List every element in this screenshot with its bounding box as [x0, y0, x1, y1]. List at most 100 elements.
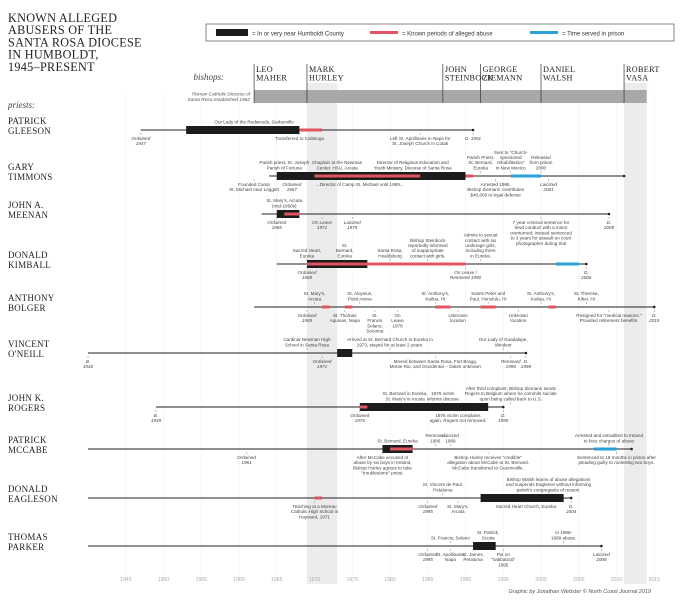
- note-below-1-10: Laicized 2001: [540, 182, 557, 192]
- abuse-bar-4-3: [480, 305, 496, 309]
- legend-swatch-1: [370, 31, 398, 34]
- note-above-5-0: Cardinal Newman High School in Santa Rosa: [283, 337, 331, 347]
- priest-row: VINCENT O'NEILL Cardinal Newman High School…: [8, 337, 531, 369]
- note-below-6-6: D. 1995: [498, 413, 509, 423]
- priest-name-1: GARY TIMMONS: [8, 162, 53, 182]
- humboldt-bar-8-0: [480, 494, 564, 502]
- note-above-1-1: Chaplain at the Newman Center, HSU, Arcat…: [312, 160, 363, 170]
- legend-label-2: = Time served in prison: [562, 32, 624, 38]
- x-tick-9: 1990: [460, 577, 472, 583]
- note-below-8-3: Ordained 1985: [418, 504, 437, 514]
- x-tick-6: 1975: [346, 577, 358, 583]
- note-below-2-5: D. 2009: [603, 220, 615, 230]
- note-below-0-1: Ordained 1947: [131, 136, 150, 146]
- priest-timelines: PATRICK GLEESON Our Lady of the Redwoods, …: [8, 116, 660, 567]
- abuse-bar-1-0: [314, 174, 421, 178]
- bishop-bar: [254, 90, 647, 103]
- bishop-name-0: LEO MAHER: [256, 65, 287, 83]
- note-below-2-4: 7 year criminal sentence for lewd conduct…: [510, 220, 572, 246]
- priest-name-4: ANTHONY BOLGER: [8, 293, 55, 313]
- lifeline-end-6: [501, 405, 505, 409]
- note-below-6-3: B. 1949: [151, 413, 162, 423]
- humboldt-bar-9-0: [473, 542, 496, 550]
- abuse-bar-8-0: [314, 496, 323, 500]
- x-tick-4: 1965: [271, 577, 283, 583]
- priest-name-7: PATRICK MCCABE: [8, 435, 48, 455]
- title-text: KNOWN ALLEGED ABUSERS OF THE SANTA ROSA DI…: [8, 11, 142, 74]
- note-below-9-5: St. James, Petaluma: [462, 552, 484, 562]
- note-below-7-4: Ordained 1961: [237, 455, 256, 465]
- note-above-1-3: Parish Priest, St. Bernard, Eureka: [467, 155, 494, 170]
- note-below-1-9: Arrested 1995. Bishop Ziemann contributes…: [467, 182, 525, 197]
- note-below-5-5: Removed 1996: [501, 359, 521, 369]
- abuse-bar-7-0: [390, 447, 413, 451]
- note-above-7-2: Laicized 1988: [442, 433, 459, 443]
- note-below-5-6: D. 1998: [521, 359, 532, 369]
- note-below-7-5: After McCabe accused of abuse by six boys…: [353, 455, 412, 476]
- note-below-3-7: D. 2006: [580, 270, 592, 280]
- note-above-3-4: Admits to sexual contact with six underage…: [464, 233, 498, 259]
- note-above-4-4: St. Anthony's, Kailua, HI: [527, 291, 555, 301]
- abuse-bar-2-0: [284, 212, 300, 216]
- bishop-timeline: bishops: priests: Roman Catholic Diocese o…: [7, 64, 659, 110]
- x-tick-13: 2010: [611, 577, 623, 583]
- note-below-3-6: On Leave / Removed 1990: [450, 270, 482, 280]
- prison-bar-7-0: [593, 447, 617, 451]
- note-below-4-11: Unknown location: [509, 313, 529, 323]
- bishop-name-3: GEORGE ZIEMANN: [483, 65, 523, 83]
- priest-row: JOHN A. MEENAN St. Mary's, Arcata (mid-1960…: [8, 198, 614, 246]
- x-tick-2: 1955: [195, 577, 207, 583]
- note-below-4-12: Resigned for "medical reasons." Provided …: [576, 313, 642, 323]
- note-above-3-0: Sacred Heart, Eureka: [293, 248, 321, 258]
- note-below-8-4: St. Mary's, Arcata: [447, 504, 469, 514]
- note-below-3-5: Ordained 1969: [297, 270, 316, 280]
- abuse-bar-4-0: [322, 305, 330, 309]
- note-below-2-1: Ordained 1965: [267, 220, 286, 230]
- x-axis: 1945 1950 1955 1960 1965 1970 1975 1980 1985 1990…: [120, 577, 660, 583]
- legend: = In or very near Humboldt County = Known…: [205, 23, 675, 42]
- diocese-note: Roman Catholic Diocese of Santa Rosa esta…: [187, 92, 250, 104]
- note-above-1-2: Director of Religious Education and Youth…: [374, 160, 452, 170]
- note-below-0-2: Transferred to Calistoga: [275, 136, 325, 141]
- priest-row: PATRICK GLEESON Our Lady of the Redwoods, …: [8, 116, 482, 146]
- x-tick-1: 1950: [158, 577, 170, 583]
- x-tick-5: 1970: [309, 577, 321, 583]
- note-below-9-4: St. Apollinaris, Napa: [436, 552, 465, 562]
- priest-name-8: DONALD EAGLESON: [8, 484, 58, 504]
- note-above-8-0: St. Vincent de Paul, Petaluma: [423, 482, 463, 492]
- note-above-4-2: St. Anthony's, Kailua, HI: [421, 291, 449, 301]
- note-below-4-9: On Leave 1978: [391, 313, 404, 328]
- prison-bar-1-0: [510, 174, 541, 178]
- priest-name-0: PATRICK GLEESON: [8, 116, 51, 136]
- legend-swatch-0: [216, 29, 248, 36]
- note-above-7-3: Arrested and extradited to Ireland to fac…: [575, 433, 644, 443]
- chart-credit: Graphic by Jonathan Webster © North Coas…: [509, 588, 651, 595]
- priests-label: priests:: [7, 100, 35, 110]
- note-below-4-7: St. Thomas Aquinas, Napa: [330, 313, 361, 323]
- lifeline-end-0: [471, 128, 475, 132]
- note-above-9-1: St. Patrick, Scotia: [477, 530, 499, 540]
- note-below-4-10: Unknown location: [448, 313, 468, 323]
- abuse-bar-1-1: [465, 174, 474, 178]
- note-below-8-2: Teaching at a Moreau Catholic High School…: [291, 504, 339, 519]
- note-above-6-2: After third complaint, Bishop Ziemann se…: [465, 386, 557, 401]
- note-below-5-7: B. 1940: [83, 359, 94, 369]
- x-tick-0: 1945: [120, 577, 132, 583]
- note-above-4-5: St. Theresa, Kihei, HI: [574, 291, 599, 301]
- note-below-0-4: D. 1991: [465, 136, 482, 141]
- note-below-9-3: Ordained 1985: [418, 552, 437, 562]
- note-above-1-4: Sent to "Church-sponsored rehabilitation"…: [494, 150, 528, 171]
- note-above-7-1: Removed 1986: [425, 433, 445, 443]
- bishop-name-1: MARK HURLEY: [309, 65, 344, 83]
- abuse-bar-3-0: [306, 262, 466, 266]
- x-tick-3: 1960: [233, 577, 245, 583]
- x-tick-7: 1980: [384, 577, 396, 583]
- lifeline-end-7: [630, 447, 633, 451]
- x-tick-11: 2000: [535, 577, 547, 583]
- note-below-2-2: On Leave 1971: [312, 220, 332, 230]
- x-tick-12: 2005: [573, 577, 585, 583]
- note-below-4-13: D. 2015: [648, 313, 660, 323]
- note-above-1-0: Parish priest, St. Joseph Parish of Fortu…: [259, 160, 309, 170]
- abuse-bar-6-0: [359, 405, 368, 409]
